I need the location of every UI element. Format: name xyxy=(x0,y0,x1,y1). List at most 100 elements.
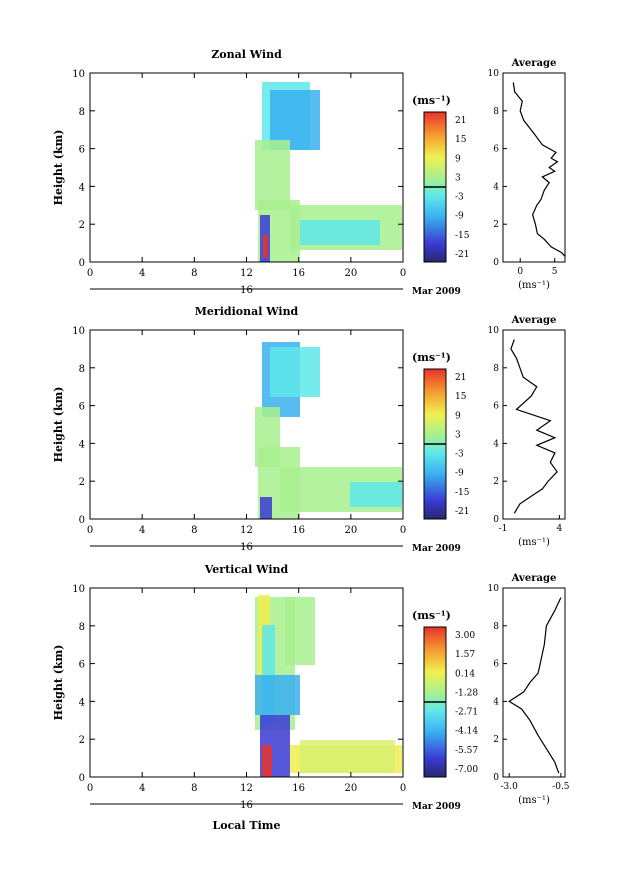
day-label: 16 xyxy=(240,800,253,811)
average-y-tick-label: 0 xyxy=(493,258,499,268)
x-tick-label: 20 xyxy=(344,268,357,279)
heatmap-cell xyxy=(263,235,268,258)
x-tick-label: 0 xyxy=(400,268,406,279)
y-axis-label: Height (km) xyxy=(52,387,65,463)
colorbar-label: 0.14 xyxy=(455,669,475,679)
heatmap-field xyxy=(255,82,402,262)
heatmap-cell xyxy=(270,347,320,397)
heatmap-cell xyxy=(260,497,272,519)
date-label: Mar 2009 xyxy=(412,544,461,554)
colorbar-label: 3 xyxy=(455,430,461,440)
y-tick-label: 4 xyxy=(79,439,85,450)
average-profile-line xyxy=(508,597,562,774)
colorbar-label: 1.57 xyxy=(455,650,475,660)
average-x-label: (ms⁻¹) xyxy=(518,537,550,548)
colorbar-label: -2.71 xyxy=(455,708,478,718)
average-frame xyxy=(502,72,566,263)
average-title: Average xyxy=(511,315,557,326)
average-x-tick-label: -1 xyxy=(499,524,508,534)
average-y-tick-label: 6 xyxy=(493,660,499,670)
colorbar-label: -3 xyxy=(455,193,464,203)
colorbar-unit: (ms⁻¹) xyxy=(412,351,451,364)
average-y-tick-label: 2 xyxy=(493,477,499,487)
x-axis-label: Local Time xyxy=(213,819,281,832)
x-tick-label: 12 xyxy=(240,525,253,536)
x-tick-label: 0 xyxy=(87,525,93,536)
colorbar-label: 3 xyxy=(455,173,461,183)
average-y-tick-label: 8 xyxy=(493,107,499,117)
day-label: 16 xyxy=(240,542,253,553)
average-y-tick-label: 0 xyxy=(493,515,499,525)
x-tick-label: 20 xyxy=(344,783,357,794)
panel-title: Meridional Wind xyxy=(195,305,299,318)
y-tick-label: 8 xyxy=(79,107,85,118)
average-y-tick-label: 2 xyxy=(493,735,499,745)
y-tick-label: 8 xyxy=(79,364,85,375)
colorbar-label: 15 xyxy=(455,135,467,145)
y-axis-label: Height (km) xyxy=(52,645,65,721)
y-tick-label: 6 xyxy=(79,660,85,671)
x-tick-label: 16 xyxy=(292,783,305,794)
colorbar-label: 9 xyxy=(455,154,461,164)
average-y-tick-label: 2 xyxy=(493,220,499,230)
x-tick-label: 4 xyxy=(139,783,145,794)
colorbar-label: -1.28 xyxy=(455,688,478,698)
y-axis-label: Height (km) xyxy=(52,130,65,206)
average-profile-line xyxy=(510,339,558,514)
heatmap-cell xyxy=(262,745,272,777)
average-x-label: (ms⁻¹) xyxy=(518,280,550,291)
heatmap-cell xyxy=(300,220,380,245)
colorbar-label: -9 xyxy=(455,212,464,222)
y-tick-label: 10 xyxy=(72,584,85,595)
y-tick-label: 0 xyxy=(79,773,85,784)
colorbar-label: 15 xyxy=(455,392,467,402)
average-frame xyxy=(502,329,566,520)
average-y-tick-label: 8 xyxy=(493,364,499,374)
average-y-tick-label: 4 xyxy=(493,439,499,449)
x-tick-label: 0 xyxy=(87,783,93,794)
colorbar-label: -4.14 xyxy=(455,727,478,737)
average-x-tick-label: 4 xyxy=(556,524,562,534)
y-tick-label: 0 xyxy=(79,515,85,526)
x-tick-label: 12 xyxy=(240,268,253,279)
x-tick-label: 20 xyxy=(344,525,357,536)
date-label: Mar 2009 xyxy=(412,287,461,297)
x-tick-label: 8 xyxy=(191,525,197,536)
colorbar-label: 21 xyxy=(455,116,466,126)
x-tick-label: 12 xyxy=(240,783,253,794)
average-y-tick-label: 10 xyxy=(488,326,500,336)
y-tick-label: 4 xyxy=(79,182,85,193)
colorbar-label: -21 xyxy=(455,507,470,517)
colorbar-label: -5.57 xyxy=(455,746,478,756)
average-title: Average xyxy=(511,58,557,69)
y-tick-label: 0 xyxy=(79,258,85,269)
y-tick-label: 2 xyxy=(79,477,85,488)
heatmap-cell xyxy=(285,597,315,665)
colorbar-label: -7.00 xyxy=(455,765,478,775)
colorbar-label: -3 xyxy=(455,450,464,460)
date-label: Mar 2009 xyxy=(412,802,461,812)
heatmap-field xyxy=(255,595,402,777)
average-y-tick-label: 10 xyxy=(488,69,500,79)
heatmap-cell xyxy=(255,140,290,210)
average-title: Average xyxy=(511,573,557,584)
heatmap-cell xyxy=(300,740,395,773)
x-tick-label: 4 xyxy=(139,525,145,536)
x-tick-label: 0 xyxy=(87,268,93,279)
colorbar-label: 9 xyxy=(455,411,461,421)
x-tick-label: 16 xyxy=(292,525,305,536)
average-x-tick-label: 5 xyxy=(552,267,558,277)
average-frame xyxy=(502,587,566,778)
average-x-tick-label: 0 xyxy=(517,267,523,277)
colorbar-unit: (ms⁻¹) xyxy=(412,609,451,622)
average-x-tick-label: -0.5 xyxy=(552,782,570,792)
x-tick-label: 16 xyxy=(292,268,305,279)
y-tick-label: 4 xyxy=(79,697,85,708)
y-tick-label: 2 xyxy=(79,735,85,746)
y-tick-label: 6 xyxy=(79,145,85,156)
average-y-tick-label: 0 xyxy=(493,773,499,783)
x-tick-label: 4 xyxy=(139,268,145,279)
colorbar-label: -9 xyxy=(455,469,464,479)
